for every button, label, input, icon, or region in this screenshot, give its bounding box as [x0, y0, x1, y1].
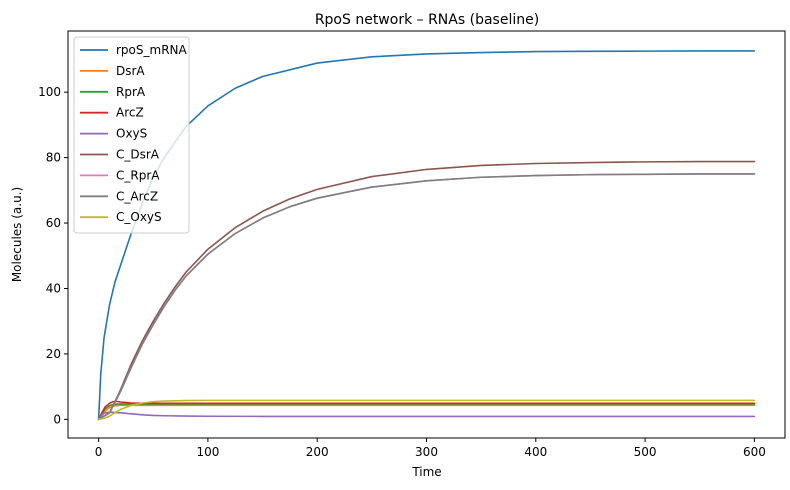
legend-label-dsra: DsrA [116, 64, 145, 78]
legend-label-oxys: OxyS [116, 127, 147, 141]
legend-label-arcz: ArcZ [116, 106, 144, 120]
series-line-rpos-mrna [97, 50, 756, 421]
series-line-dsra [97, 404, 756, 421]
x-tick-label: 100 [196, 445, 219, 459]
legend-label-rpos-mrna: rpoS_mRNA [116, 43, 188, 57]
x-tick-label: 400 [524, 445, 547, 459]
series-group [97, 50, 756, 421]
series-line-c-arcz [97, 173, 756, 421]
series-line-arcz [97, 400, 756, 421]
x-axis: 0 100 200 300 400 500 600 [95, 438, 766, 459]
legend-label-c-oxys: C_OxyS [116, 210, 162, 224]
y-axis: 0 20 40 60 80 100 [38, 85, 68, 426]
chart-title: RpoS network – RNAs (baseline) [315, 12, 539, 28]
x-tick-label: 600 [743, 445, 766, 459]
x-tick-label: 0 [95, 445, 103, 459]
y-tick-label: 40 [46, 281, 61, 295]
y-tick-label: 80 [46, 151, 61, 165]
legend-box [73, 36, 190, 234]
y-tick-label: 100 [38, 85, 61, 99]
y-tick-label: 0 [53, 412, 61, 426]
series-line-c-oxys [97, 399, 756, 421]
x-axis-label: Time [411, 465, 441, 479]
legend-label-c-rpra: C_RprA [116, 168, 160, 182]
series-line-oxys [97, 411, 756, 421]
y-tick-label: 20 [46, 347, 61, 361]
x-tick-label: 300 [415, 445, 438, 459]
legend-label-c-arcz: C_ArcZ [116, 189, 158, 203]
legend-label-rpra: RprA [116, 85, 146, 99]
x-tick-label: 200 [306, 445, 329, 459]
x-tick-label: 500 [634, 445, 657, 459]
y-tick-label: 60 [46, 216, 61, 230]
series-line-c-dsra [97, 160, 756, 421]
legend-label-c-dsra: C_DsrA [116, 148, 160, 162]
legend: rpoS_mRNA DsrA RprA ArcZ OxyS C_DsrA C_RprA C_A… [73, 36, 190, 234]
y-axis-label: Molecules (a.u.) [10, 187, 24, 282]
